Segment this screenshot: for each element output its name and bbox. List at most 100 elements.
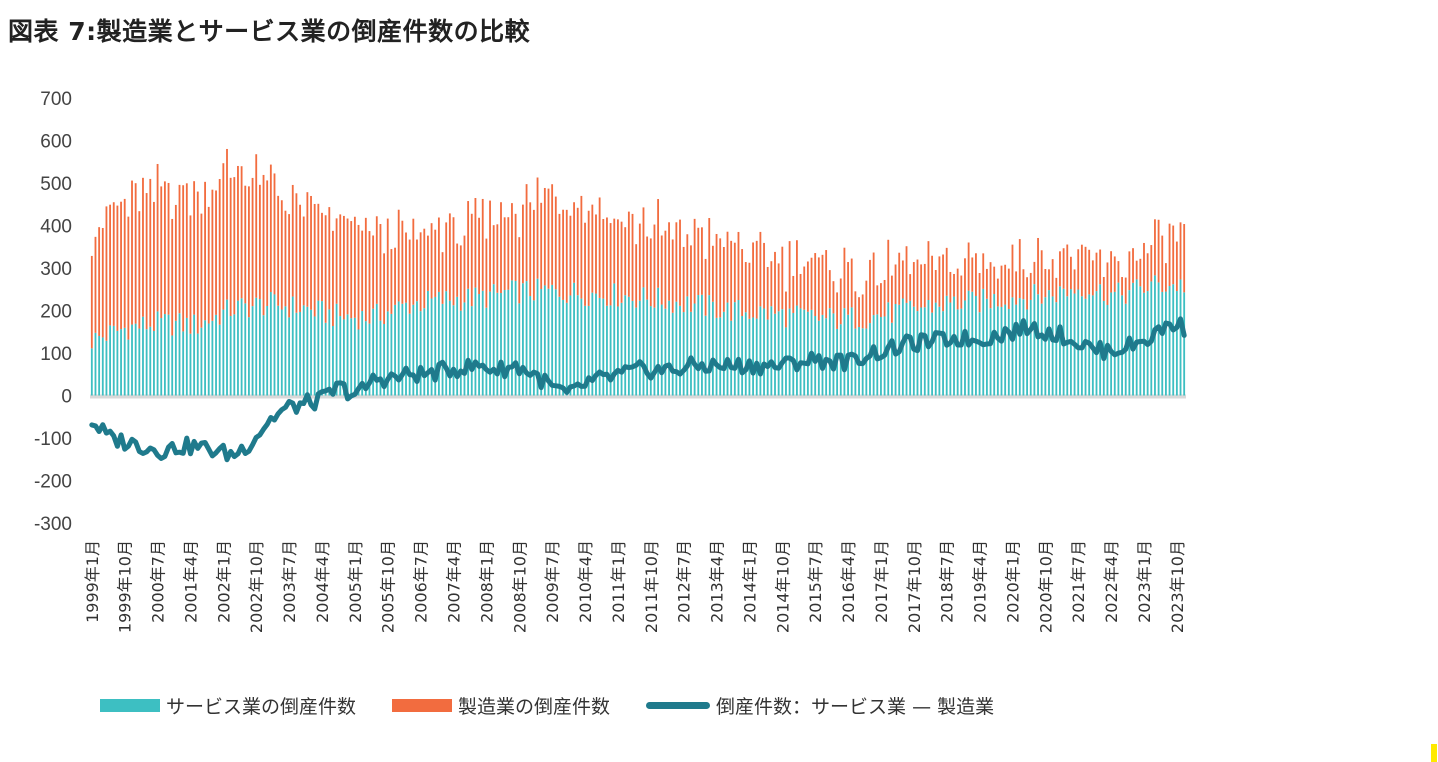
manufacturing-bar — [1143, 242, 1145, 293]
services-bar — [850, 307, 853, 396]
services-bar — [704, 315, 707, 396]
manufacturing-bar — [193, 181, 196, 315]
manufacturing-bar — [251, 177, 254, 307]
manufacturing-bar — [478, 217, 480, 295]
manufacturing-bar — [616, 219, 619, 307]
y-tick-label: 400 — [40, 217, 72, 238]
services-bar — [295, 312, 298, 396]
services-bar — [606, 305, 608, 396]
manufacturing-bar — [781, 246, 784, 310]
manufacturing-bar — [489, 200, 491, 292]
services-bar — [1117, 282, 1120, 396]
services-bar — [94, 332, 97, 396]
services-bar — [368, 323, 371, 396]
manufacturing-bar — [1095, 252, 1098, 292]
services-bar — [993, 294, 996, 396]
services-bar — [459, 310, 462, 396]
services-bar — [1121, 295, 1123, 396]
services-bar — [821, 314, 824, 396]
manufacturing-bar — [1080, 244, 1083, 297]
manufacturing-bar — [386, 218, 389, 312]
services-bar — [1007, 308, 1010, 396]
manufacturing-bar — [792, 275, 795, 313]
manufacturing-bar — [996, 278, 999, 307]
services-bar — [485, 307, 488, 396]
manufacturing-bar — [321, 212, 323, 302]
manufacturing-bar — [635, 244, 638, 308]
x-tick-label: 2002年1月 — [214, 540, 233, 623]
services-bar — [923, 307, 926, 396]
manufacturing-bar — [94, 236, 97, 333]
manufacturing-bar — [1037, 237, 1039, 295]
services-bar — [317, 300, 320, 396]
services-bar — [185, 317, 188, 396]
x-tick-label: 2016年4月 — [839, 540, 858, 623]
manufacturing-bar — [514, 213, 517, 281]
manufacturing-bar — [591, 204, 594, 293]
manufacturing-bar — [843, 247, 846, 309]
manufacturing-bar — [153, 201, 155, 331]
manufacturing-bar — [116, 205, 119, 331]
services-bar — [1084, 298, 1087, 396]
services-bar — [1132, 282, 1134, 396]
services-bar — [500, 293, 502, 396]
x-tick-label: 1999年1月 — [83, 540, 102, 623]
manufacturing-bar — [989, 262, 992, 309]
services-bar — [730, 320, 733, 396]
manufacturing-bar — [934, 270, 937, 303]
manufacturing-bar — [112, 202, 115, 326]
services-bar — [229, 316, 232, 396]
manufacturing-bar — [971, 257, 974, 292]
services-bar — [430, 298, 433, 396]
services-bar — [1059, 286, 1061, 396]
services-bar — [346, 314, 349, 396]
services-bar — [357, 329, 360, 396]
services-bar — [737, 299, 740, 396]
manufacturing-bar — [584, 222, 586, 306]
services-bar — [445, 291, 448, 396]
manufacturing-bar — [310, 195, 312, 310]
manufacturing-bar — [416, 239, 418, 302]
manufacturing-bar — [649, 238, 652, 307]
manufacturing-bar — [90, 255, 93, 349]
services-bar — [690, 311, 692, 396]
manufacturing-bar — [1175, 241, 1178, 292]
services-bar — [288, 317, 291, 396]
services-bar — [262, 315, 265, 396]
manufacturing-bar — [711, 245, 714, 302]
services-bar — [675, 301, 678, 396]
manufacturing-bar — [1132, 248, 1134, 283]
services-bar — [481, 290, 484, 396]
services-bar — [1077, 289, 1080, 396]
services-bar — [240, 298, 243, 396]
services-bar — [609, 305, 612, 396]
manufacturing-bar — [660, 235, 663, 305]
manufacturing-bar — [627, 211, 630, 297]
manufacturing-bar — [456, 243, 459, 297]
manufacturing-bar — [1106, 262, 1109, 306]
services-bar — [806, 311, 809, 396]
manufacturing-bar — [883, 279, 886, 317]
services-bar — [324, 322, 327, 396]
services-bar — [536, 278, 539, 396]
manufacturing-bar — [507, 217, 510, 290]
services-bar — [803, 309, 806, 396]
services-bar — [134, 323, 137, 396]
services-bar — [452, 305, 455, 396]
manufacturing-bar — [701, 227, 703, 295]
manufacturing-bar — [226, 148, 228, 300]
manufacturing-bar — [796, 240, 798, 306]
manufacturing-bar — [890, 275, 893, 323]
manufacturing-bar — [255, 154, 258, 298]
services-bar — [587, 305, 590, 396]
x-tick-label: 2002年10月 — [247, 540, 266, 633]
manufacturing-bar — [229, 177, 232, 317]
services-bar — [441, 303, 444, 396]
services-bar — [437, 291, 440, 396]
manufacturing-bar — [463, 235, 466, 303]
manufacturing-bar — [832, 281, 835, 314]
services-bar — [142, 316, 144, 396]
x-tick-label: 2001年4月 — [181, 540, 200, 623]
manufacturing-bar — [1040, 250, 1043, 304]
manufacturing-bar — [942, 254, 944, 312]
